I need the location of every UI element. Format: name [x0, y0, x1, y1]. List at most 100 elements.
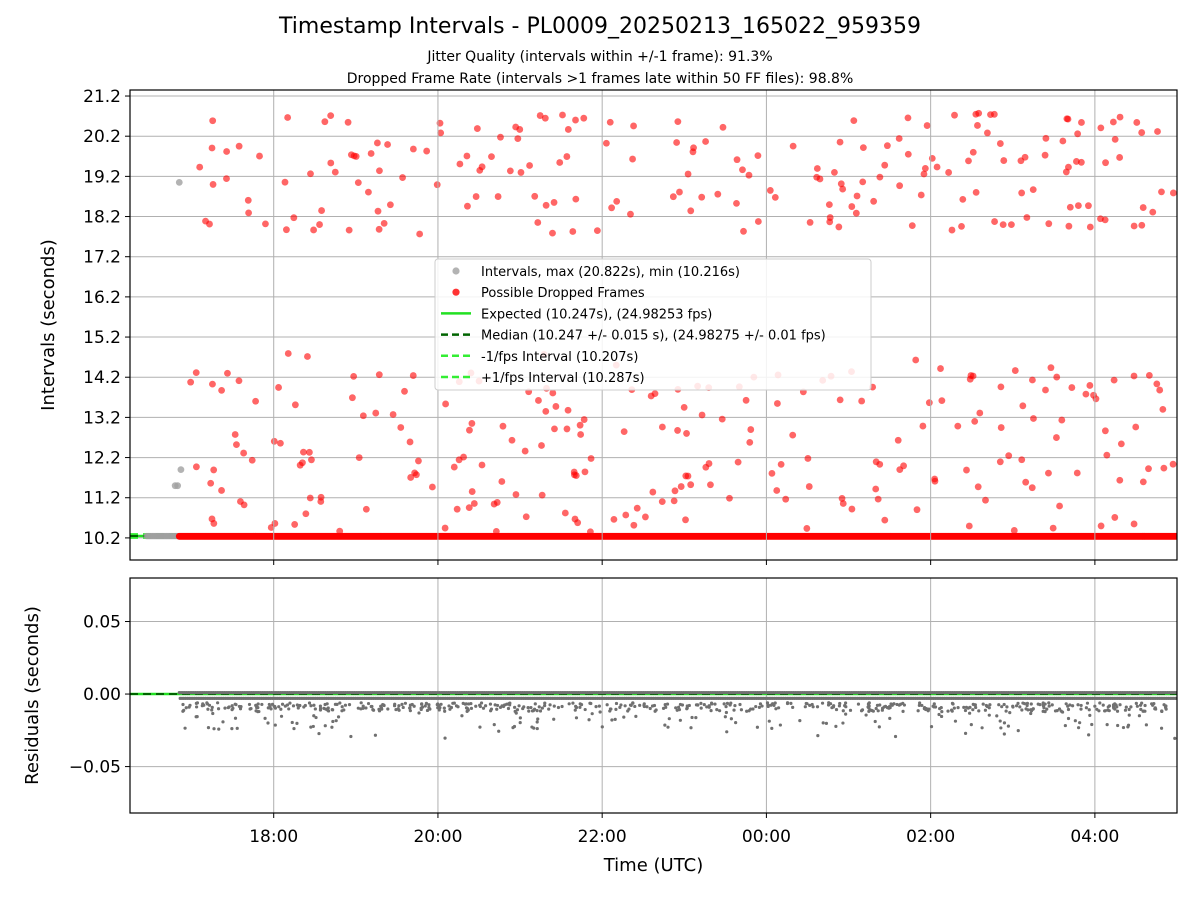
dropped-frame-point	[1101, 216, 1109, 224]
dropped-frame-point	[651, 390, 659, 398]
residual-point	[427, 705, 431, 710]
dropped-frame-point	[535, 397, 542, 404]
dropped-frame-point	[407, 474, 415, 481]
residual-point	[454, 704, 459, 708]
dropped-frame-point	[453, 505, 461, 513]
residual-point	[1095, 707, 1099, 711]
dropped-frame-point	[415, 457, 422, 465]
residual-point	[956, 706, 960, 710]
dropped-frame-point	[224, 369, 231, 377]
residual-point	[628, 703, 633, 707]
residual-point	[361, 704, 365, 708]
dropped-frame-point	[275, 384, 282, 391]
dropped-frame-point	[231, 431, 239, 438]
dropped-frame-point	[1159, 406, 1167, 413]
dropped-frame-point	[464, 202, 471, 210]
residual-point	[318, 706, 323, 710]
residual-point	[1123, 708, 1128, 712]
jitter-quality-subtitle: Jitter Quality (intervals within +/-1 fr…	[427, 49, 773, 65]
residual-point	[594, 705, 598, 709]
dropped-frame-point	[299, 459, 306, 467]
residual-point	[483, 704, 488, 708]
residual-point	[751, 707, 755, 711]
residual-point	[221, 720, 225, 724]
residual-point	[803, 705, 807, 709]
residual-point	[932, 702, 936, 706]
residual-point	[397, 704, 401, 708]
residual-point	[205, 701, 209, 705]
dropped-frame-point	[1045, 469, 1052, 477]
residual-point	[464, 706, 469, 710]
dropped-frame-point	[210, 466, 218, 474]
dropped-frame-point	[401, 387, 408, 395]
residual-point	[364, 706, 368, 710]
dropped-frame-point	[386, 201, 394, 209]
dropped-frame-point	[362, 505, 370, 513]
dropped-frame-point	[683, 430, 690, 437]
dropped-frame-point	[805, 483, 813, 490]
dropped-frame-point	[1074, 202, 1082, 209]
dropped-frame-point	[310, 226, 318, 234]
dropped-frame-point	[455, 456, 463, 464]
dropped-frame-point	[441, 524, 449, 532]
residual-point	[382, 703, 386, 707]
residual-point	[951, 702, 955, 706]
residual-point	[397, 708, 401, 712]
dropped-frame-point	[702, 138, 709, 145]
dropped-frame-point	[376, 167, 383, 175]
dropped-frame-point	[684, 170, 692, 178]
dropped-frame-point	[433, 181, 441, 189]
dropped-frame-point	[409, 372, 417, 379]
dropped-frame-point	[1116, 113, 1124, 121]
dropped-frame-point	[836, 138, 844, 146]
dropped-frame-point	[1047, 364, 1055, 372]
residual-point	[394, 707, 398, 712]
dropped-frame-point	[1110, 376, 1118, 384]
dropped-frame-point	[365, 188, 372, 196]
residual-point	[574, 704, 578, 708]
residual-point	[1002, 702, 1006, 707]
residual-point	[939, 714, 944, 719]
dropped-frame-point	[281, 178, 289, 186]
dropped-frame-point	[1117, 440, 1125, 448]
residual-point	[705, 705, 709, 709]
residual-point	[1098, 701, 1102, 705]
dropped-frame-point	[1068, 384, 1076, 391]
dropped-frame-point	[380, 219, 388, 227]
dropped-frame-point	[881, 161, 889, 169]
residual-point	[754, 704, 758, 709]
dropped-frame-point	[972, 110, 980, 118]
residual-point	[340, 705, 344, 709]
residual-point	[1115, 709, 1120, 713]
residual-point	[461, 701, 465, 706]
dropped-frame-point	[302, 510, 310, 518]
residual-point	[325, 708, 330, 712]
residual-point	[588, 701, 592, 705]
residual-point	[713, 702, 717, 706]
dropped-frame-point	[374, 139, 381, 147]
residual-point	[280, 702, 285, 706]
dropped-frame-point	[564, 126, 572, 133]
dropped-frame-point	[406, 438, 414, 446]
residual-point	[883, 704, 888, 708]
dropped-frame-point	[307, 170, 314, 178]
dropped-frame-point	[1065, 222, 1073, 230]
residual-point	[1103, 709, 1107, 713]
dropped-frame-point	[1007, 221, 1015, 229]
residual-point	[235, 726, 239, 730]
residual-point	[478, 703, 482, 707]
residual-point	[230, 708, 234, 712]
residual-point	[334, 719, 338, 723]
dropped-frame-point	[606, 118, 614, 126]
residual-point	[613, 717, 617, 721]
residual-point	[1029, 702, 1033, 706]
y-tick-label: 10.2	[83, 529, 121, 549]
residual-point	[678, 702, 683, 707]
dropped-frame-point	[516, 126, 524, 133]
dropped-frame-point	[680, 403, 688, 411]
residual-point	[600, 725, 604, 729]
dropped-frame-point	[593, 227, 601, 235]
residual-point	[347, 703, 352, 707]
dropped-frame-point	[359, 412, 367, 420]
